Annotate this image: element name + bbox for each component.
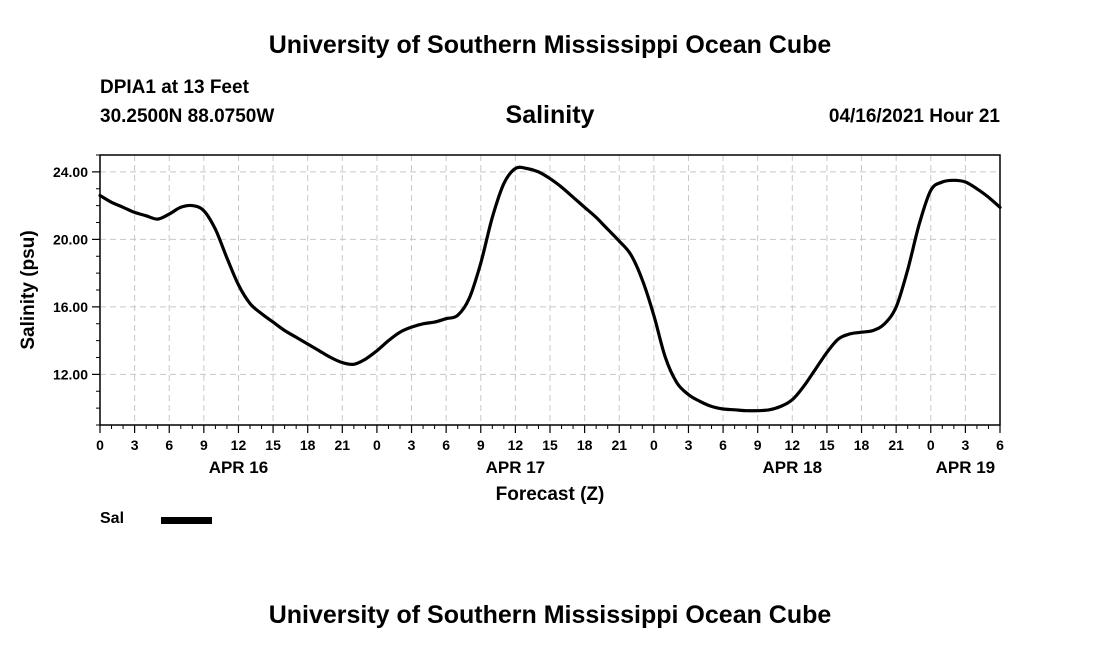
day-label: APR 16 <box>209 458 269 477</box>
x-tick-label: 0 <box>373 437 381 453</box>
issued-time: 04/16/2021 Hour 21 <box>828 106 1000 127</box>
chart-title: Salinity <box>505 101 595 129</box>
x-tick-label: 21 <box>335 437 351 453</box>
x-tick-label: 3 <box>961 437 969 453</box>
y-tick-label: 16.00 <box>53 299 88 315</box>
x-axis-label: Forecast (Z) <box>496 484 605 505</box>
page-title: University of Southern Mississippi Ocean… <box>268 31 832 59</box>
x-tick-label: 9 <box>754 437 762 453</box>
x-tick-label: 6 <box>996 437 1004 453</box>
x-axis: 0 3 6 9 12 15 18 21 0 3 6 9 12 15 18 21 0 3 6 9 12 15 18 21 0 3 6A… <box>96 425 1004 477</box>
x-tick-label: 15 <box>542 437 558 453</box>
x-tick-label: 18 <box>300 437 316 453</box>
station-label: DPIA1 at 13 Feet <box>100 77 249 98</box>
series-line-sal <box>98 165 1002 413</box>
day-label: APR 18 <box>763 458 823 477</box>
x-tick-label: 15 <box>819 437 835 453</box>
legend-swatch <box>161 517 212 524</box>
day-label: APR 19 <box>936 458 996 477</box>
day-label: APR 17 <box>486 458 546 477</box>
x-tick-label: 12 <box>508 437 524 453</box>
x-tick-label: 0 <box>650 437 658 453</box>
y-axis-label: Salinity (psu) <box>18 230 39 349</box>
x-tick-label: 21 <box>888 437 904 453</box>
x-tick-label: 3 <box>131 437 139 453</box>
x-tick-label: 3 <box>685 437 693 453</box>
x-tick-label: 15 <box>265 437 281 453</box>
x-tick-label: 6 <box>719 437 727 453</box>
plot-frame <box>99 154 1001 426</box>
x-tick-label: 9 <box>477 437 485 453</box>
y-tick-label: 24.00 <box>53 164 88 180</box>
x-tick-label: 3 <box>408 437 416 453</box>
y-axis: 12.00 16.00 20.00 24.00 <box>53 154 100 426</box>
x-tick-label: 18 <box>577 437 593 453</box>
y-tick-label: 20.00 <box>53 231 88 247</box>
chart-grid <box>100 155 1000 425</box>
y-tick-label: 12.00 <box>53 366 88 382</box>
x-tick-label: 12 <box>785 437 801 453</box>
x-tick-label: 0 <box>927 437 935 453</box>
x-tick-label: 0 <box>96 437 104 453</box>
footer-title: University of Southern Mississippi Ocean… <box>268 601 832 629</box>
x-tick-label: 18 <box>854 437 870 453</box>
station-coordinates: 30.2500N 88.0750W <box>100 106 275 127</box>
x-tick-label: 21 <box>611 437 627 453</box>
legend-label: Sal <box>100 510 125 527</box>
x-tick-label: 6 <box>442 437 450 453</box>
x-tick-label: 6 <box>165 437 173 453</box>
x-tick-label: 9 <box>200 437 208 453</box>
x-tick-label: 12 <box>231 437 247 453</box>
